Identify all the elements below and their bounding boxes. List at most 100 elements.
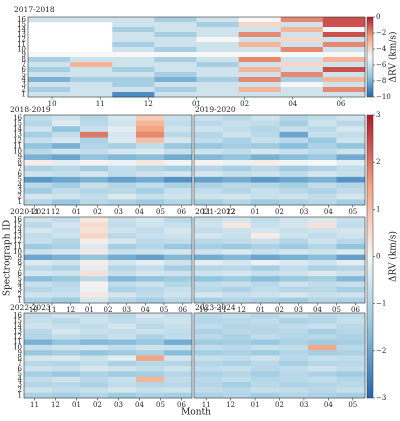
heatmap-cell <box>336 281 366 288</box>
heatmap-cell <box>24 392 53 399</box>
heatmap-cell <box>194 233 223 239</box>
heatmap-cell <box>196 67 239 73</box>
heatmap-cell <box>336 148 366 155</box>
heatmap-cell <box>24 281 53 288</box>
heatmap-cell <box>196 52 239 58</box>
heatmap-cell <box>28 92 71 98</box>
heatmap-cell <box>336 265 366 272</box>
heatmap-cell <box>251 371 280 378</box>
heatmap-cell <box>80 176 109 183</box>
heatmap-cell <box>80 188 109 195</box>
heatmap-cell <box>80 143 109 150</box>
heatmap-cell <box>322 42 366 48</box>
heatmap-cell <box>194 339 223 346</box>
heatmap-cell <box>222 371 252 378</box>
heatmap-cell <box>108 292 137 298</box>
heatmap-cell <box>108 238 137 245</box>
heatmap-cell <box>164 334 193 340</box>
heatmap-cell <box>24 154 53 161</box>
heatmap-cell <box>194 382 223 388</box>
y-tick-label: 13 <box>17 31 26 39</box>
colorbar-tick-label: 0 <box>376 13 380 21</box>
heatmap-cell <box>52 281 81 288</box>
x-tick-label: 06 <box>178 306 187 314</box>
colorbar-tick-label: 0 <box>376 253 380 261</box>
heatmap-cell <box>196 22 239 28</box>
y-tick-label: 15 <box>13 317 22 325</box>
x-tick-label: 12 <box>66 306 75 314</box>
colorbar-tick-label: 2 <box>376 158 380 166</box>
heatmap-cell <box>222 126 252 133</box>
heatmap-cell <box>136 318 165 324</box>
heatmap-cell <box>112 22 155 28</box>
heatmap-cell <box>322 17 366 23</box>
heatmap-cell <box>308 143 337 150</box>
heatmap-cell <box>112 62 155 68</box>
x-tick-label: 06 <box>351 306 360 314</box>
heatmap-cell <box>279 115 309 121</box>
heatmap-cell <box>164 313 193 319</box>
heatmap-cell <box>279 270 309 277</box>
heatmap-cell <box>52 120 81 127</box>
heatmap-cell <box>280 82 324 88</box>
heatmap-cell <box>251 249 280 255</box>
x-tick-label: 02 <box>93 208 102 216</box>
heatmap-cell <box>70 87 113 93</box>
x-tick-label: 05 <box>156 401 165 409</box>
heatmap-cell <box>251 115 280 121</box>
heatmap-cell <box>164 292 193 298</box>
heatmap-cell <box>154 92 197 98</box>
heatmap-cell <box>280 32 324 38</box>
heatmap-cell <box>279 217 309 223</box>
heatmap-cell <box>80 131 109 138</box>
heatmap-cell <box>52 193 81 200</box>
heatmap-cell <box>154 37 197 43</box>
heatmap-cell <box>251 120 280 127</box>
heatmap-cell <box>194 366 223 372</box>
heatmap-cell <box>108 366 137 372</box>
heatmap-cell <box>80 297 109 304</box>
heatmap-cell <box>336 233 366 239</box>
heatmap-cell <box>108 193 137 200</box>
heatmap-cell <box>308 387 337 393</box>
heatmap-cell <box>108 355 137 362</box>
heatmap-cell <box>279 249 309 255</box>
heatmap-cell <box>280 17 324 23</box>
heatmap-cell <box>80 120 109 127</box>
heatmap-cell <box>279 387 309 393</box>
heatmap-cell <box>80 318 109 324</box>
heatmap-cell <box>196 27 239 33</box>
heatmap-cell <box>80 217 109 223</box>
heatmap-cell <box>308 334 337 340</box>
heatmap-cell <box>112 72 155 78</box>
heatmap-cell <box>336 176 366 183</box>
heatmap-cell <box>194 249 223 255</box>
heatmap-cell <box>136 143 165 150</box>
heatmap-cell <box>194 188 223 195</box>
x-tick-label: 02 <box>93 401 102 409</box>
heatmap-cell <box>24 376 53 383</box>
heatmap-cell <box>108 265 137 272</box>
heatmap-cell <box>112 82 155 88</box>
heatmap-cell <box>24 160 53 166</box>
heatmap-cell <box>52 131 81 138</box>
heatmap-cell <box>251 387 280 393</box>
y-tick-label: 3 <box>18 381 22 389</box>
heatmap-cell <box>52 148 81 155</box>
heatmap-cell <box>336 328 366 335</box>
heatmap-cell <box>251 126 280 133</box>
heatmap-cell <box>336 222 366 229</box>
heatmap-cell <box>24 334 53 340</box>
heatmap-cell <box>108 165 137 172</box>
heatmap-cell <box>279 334 309 340</box>
colorbar-tick-label: −6 <box>376 61 387 69</box>
heatmap-cell <box>308 265 337 272</box>
heatmap-cell <box>279 276 309 282</box>
heatmap-cell <box>136 126 165 133</box>
heatmap-cell <box>154 42 197 48</box>
heatmap-cell <box>194 115 223 121</box>
heatmap-cell <box>251 260 280 266</box>
heatmap-cell <box>154 32 197 38</box>
heatmap-cell <box>194 222 223 229</box>
heatmap-cell <box>222 276 252 282</box>
